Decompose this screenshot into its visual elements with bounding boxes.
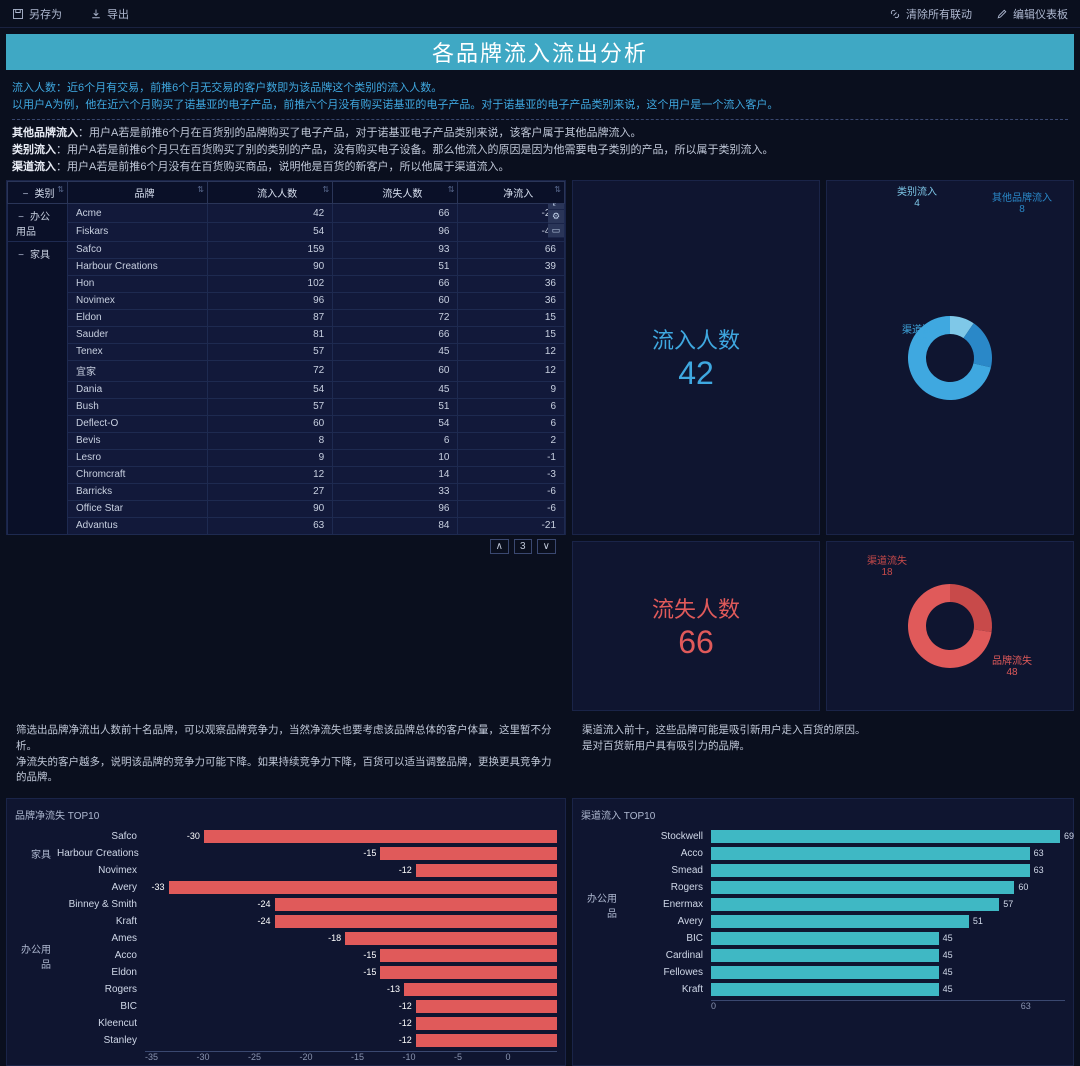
brand-table: −类别⇅品牌⇅流入人数⇅流失人数⇅净流入⇅−办公用品Acme4266-24Fis… — [7, 181, 565, 535]
bar-row: Stanley -12 — [15, 1032, 557, 1049]
donut-slice-label: 类别流入4 — [897, 183, 937, 209]
bar-right-panel: 渠道流入 TOP10 Stockwell 69 Acco 63 Smead 63… — [572, 798, 1074, 1066]
desc-inflow-term: 流入人数： — [12, 82, 67, 94]
note-left: 筛选出品牌净流出人数前十名品牌，可以观察品牌竞争力，当然净流失也要考虑该品牌总体… — [6, 717, 566, 792]
kpi-inflow-panel: 流入人数 42 — [572, 180, 820, 535]
bar-left-chart: Safco -30 家具 Harbour Creations -15 Novim… — [15, 828, 557, 1062]
bar-row: Avery 51 — [581, 913, 1065, 930]
bar-row: Rogers -13 — [15, 981, 557, 998]
clear-link-label: 清除所有联动 — [906, 6, 972, 22]
title-bar: 各品牌流入流出分析 — [6, 34, 1074, 70]
bar-row: 办公用品 Acco -15 — [15, 947, 557, 964]
desc-category-def: ：用户A若是前推6个月只在百货购买了别的类别的产品，没有购买电子设备。那么他流入… — [56, 144, 773, 156]
bar-row: 办公用品 Enermax 57 — [581, 896, 1065, 913]
bar-row: Safco -30 — [15, 828, 557, 845]
save-icon — [12, 8, 24, 20]
desc-other-brand-term: 其他品牌流入 — [12, 127, 78, 139]
bar-row: Novimex -12 — [15, 862, 557, 879]
donut-outflow-panel: 渠道流失18 品牌流失48 — [826, 541, 1074, 711]
note-right-l1: 渠道流入前十，这些品牌可能是吸引新用户走入百货的原因。 — [582, 723, 1064, 739]
desc-channel-def: ：用户A若是前推6个月没有在百货购买商品，说明他是百货的新客户，所以他属于渠道流… — [56, 161, 509, 173]
kpi-inflow-label: 流入人数 — [652, 323, 740, 355]
description-block: 流入人数：近6个月有交易，前推6个月无交易的客户数即为该品牌这个类别的流入人数。… — [0, 76, 1080, 180]
desc-category-term: 类别流入 — [12, 144, 56, 156]
save-as-label: 另存为 — [29, 6, 62, 22]
save-as-button[interactable]: 另存为 — [12, 6, 62, 22]
bar-row: Smead 63 — [581, 862, 1065, 879]
kpi-outflow-label: 流失人数 — [652, 592, 740, 624]
bar-row: Cardinal 45 — [581, 947, 1065, 964]
bar-row: Rogers 60 — [581, 879, 1065, 896]
bar-row: BIC 45 — [581, 930, 1065, 947]
bar-row: Fellowes 45 — [581, 964, 1065, 981]
bar-row: Stockwell 69 — [581, 828, 1065, 845]
topbar: 另存为 导出 清除所有联动 编辑仪表板 — [0, 0, 1080, 28]
note-left-l2: 净流失的客户越多，说明该品牌的竞争力可能下降。如果持续竞争力下降，百货可以适当调… — [16, 755, 556, 787]
donut-slice-label: 其他品牌流入8 — [992, 189, 1052, 215]
data-table-panel: ✎ ⤢ ⚙ ▭ −类别⇅品牌⇅流入人数⇅流失人数⇅净流入⇅−办公用品Acme42… — [6, 180, 566, 535]
desc-example: 以用户A为例，他在近六个月购买了诺基亚的电子产品，前推六个月没有购买诺基亚的电子… — [12, 97, 1068, 114]
bar-left-panel: 品牌净流失 TOP10 Safco -30 家具 Harbour Creatio… — [6, 798, 566, 1066]
export-label: 导出 — [107, 6, 129, 22]
clear-link-button[interactable]: 清除所有联动 — [889, 6, 972, 22]
export-icon — [90, 8, 102, 20]
desc-inflow-def: 近6个月有交易，前推6个月无交易的客户数即为该品牌这个类别的流入人数。 — [67, 82, 442, 94]
bar-row: Avery -33 — [15, 879, 557, 896]
export-button[interactable]: 导出 — [90, 6, 129, 22]
pager-prev[interactable]: ∧ — [490, 539, 509, 554]
donut-slice-label: 渠道流入30 — [902, 321, 942, 347]
unlink-icon — [889, 8, 901, 20]
donut-inflow-panel: 类别流入4 其他品牌流入8 渠道流入30 — [826, 180, 1074, 535]
note-left-l1: 筛选出品牌净流出人数前十名品牌，可以观察品牌竞争力，当然净流失也要考虑该品牌总体… — [16, 723, 556, 755]
desc-channel-term: 渠道流入 — [12, 161, 56, 173]
pager-next[interactable]: ∨ — [537, 539, 556, 554]
desc-other-brand-def: ：用户A若是前推6个月在百货别的品牌购买了电子产品，对于诺基亚电子产品类别来说，… — [78, 127, 641, 139]
bar-row: 家具 Harbour Creations -15 — [15, 845, 557, 862]
bar-row: Eldon -15 — [15, 964, 557, 981]
edit-dash-label: 编辑仪表板 — [1013, 6, 1068, 22]
bar-row: BIC -12 — [15, 998, 557, 1015]
bar-row: Acco 63 — [581, 845, 1065, 862]
bar-row: Kleencut -12 — [15, 1015, 557, 1032]
pencil-icon — [996, 8, 1008, 20]
bar-row: Kraft -24 — [15, 913, 557, 930]
kpi-outflow-panel: 流失人数 66 — [572, 541, 820, 711]
page-title: 各品牌流入流出分析 — [432, 36, 648, 68]
bar-right-title: 渠道流入 TOP10 — [581, 807, 1065, 822]
table-pager: ∧ 3 ∨ — [7, 535, 565, 558]
kpi-outflow-value: 66 — [678, 624, 714, 661]
bar-right-chart: Stockwell 69 Acco 63 Smead 63 Rogers 60 … — [581, 828, 1065, 1011]
bar-row: Ames -18 — [15, 930, 557, 947]
pager-current[interactable]: 3 — [514, 539, 532, 554]
note-right-l2: 是对百货新用户具有吸引力的品牌。 — [582, 739, 1064, 755]
tool-settings-icon[interactable]: ⚙ — [548, 210, 564, 224]
note-right: 渠道流入前十，这些品牌可能是吸引新用户走入百货的原因。 是对百货新用户具有吸引力… — [572, 717, 1074, 792]
donut-inflow-chart — [860, 278, 1040, 438]
edit-dashboard-button[interactable]: 编辑仪表板 — [996, 6, 1068, 22]
bar-row: Binney & Smith -24 — [15, 896, 557, 913]
kpi-inflow-value: 42 — [678, 355, 714, 392]
donut-slice-label: 渠道流失18 — [867, 552, 907, 578]
bar-row: Kraft 45 — [581, 981, 1065, 998]
donut-slice-label: 品牌流失48 — [992, 652, 1032, 678]
tool-collapse-icon[interactable]: ▭ — [548, 224, 564, 238]
bar-left-title: 品牌净流失 TOP10 — [15, 807, 557, 822]
